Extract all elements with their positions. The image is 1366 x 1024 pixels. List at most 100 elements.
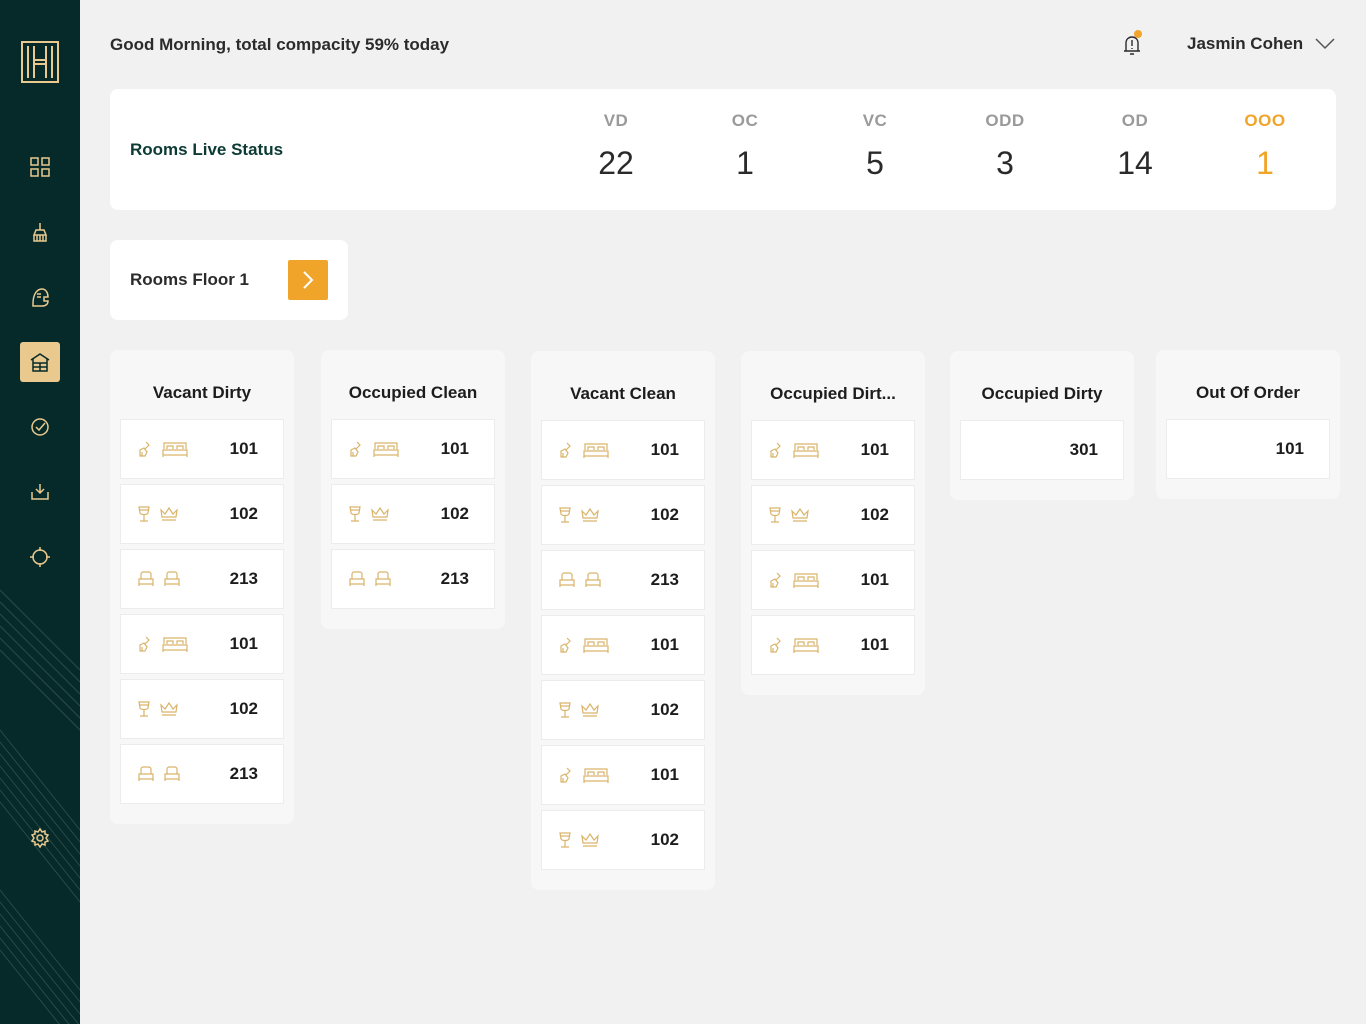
wine-glass-icon: [768, 506, 782, 524]
room-list: 101 102 101 101: [741, 410, 925, 675]
room-card[interactable]: 102: [541, 485, 705, 545]
wine-glass-icon: [558, 701, 572, 719]
room-column: Occupied Dirty 301: [950, 351, 1134, 500]
nav-dashboard[interactable]: [20, 147, 60, 187]
room-card[interactable]: 102: [331, 484, 495, 544]
room-number: 101: [229, 439, 258, 458]
room-number: 101: [1275, 439, 1304, 458]
crown-icon: [370, 506, 390, 522]
mop-icon: [137, 440, 153, 458]
room-number: 102: [860, 505, 889, 524]
stat-odd: ODD 3: [960, 111, 1050, 182]
wine-glass-icon: [348, 505, 362, 523]
sidebar-pattern: [0, 590, 80, 1024]
column-title: Occupied Dirty: [981, 384, 1103, 403]
room-icons: [768, 616, 820, 674]
mop-icon: [558, 636, 574, 654]
nav-settings[interactable]: [20, 818, 60, 858]
room-card[interactable]: 101: [751, 615, 915, 675]
next-floor-button[interactable]: [288, 260, 328, 300]
room-card[interactable]: 101: [751, 550, 915, 610]
room-card[interactable]: 102: [541, 680, 705, 740]
room-card[interactable]: 102: [541, 810, 705, 870]
room-number: 101: [860, 440, 889, 459]
nav-inbox[interactable]: [20, 472, 60, 512]
room-number: 101: [860, 570, 889, 589]
room-card[interactable]: 213: [120, 549, 284, 609]
nav-security[interactable]: [20, 277, 60, 317]
grid-icon: [30, 157, 50, 177]
chevron-down-icon: [1315, 38, 1335, 50]
notification-button[interactable]: [1120, 30, 1146, 58]
room-column: Occupied Clean 101 102 213: [321, 350, 505, 629]
room-card[interactable]: 101: [541, 420, 705, 480]
double-bed-icon: [372, 440, 400, 458]
nav-rooms[interactable]: [20, 342, 60, 382]
room-card[interactable]: 101: [120, 614, 284, 674]
room-card[interactable]: 101: [331, 419, 495, 479]
nav-tasks[interactable]: [20, 407, 60, 447]
gear-icon: [30, 827, 50, 849]
room-column: Occupied Dirt... 101 102 101 101: [741, 351, 925, 695]
room-icons: [558, 421, 610, 479]
user-menu[interactable]: Jasmin Cohen: [1187, 34, 1335, 54]
room-card[interactable]: 213: [331, 549, 495, 609]
single-bed-icon: [348, 571, 366, 587]
crown-icon: [580, 832, 600, 848]
room-column: Vacant Clean 101 102 213 101 102 101 102: [531, 351, 715, 890]
double-bed-icon: [161, 440, 189, 458]
room-card[interactable]: 101: [120, 419, 284, 479]
double-bed-icon: [161, 635, 189, 653]
room-card[interactable]: 102: [751, 485, 915, 545]
room-icons: [348, 550, 392, 608]
single-bed-icon: [374, 571, 392, 587]
room-list: 101 102 213 101 102 213: [110, 409, 294, 804]
double-bed-icon: [792, 636, 820, 654]
room-card[interactable]: 213: [120, 744, 284, 804]
single-bed-icon: [163, 571, 181, 587]
room-card[interactable]: 102: [120, 484, 284, 544]
room-icons: [558, 746, 610, 804]
sidebar: [0, 0, 80, 1024]
column-title: Vacant Clean: [570, 384, 676, 403]
broom-icon: [32, 223, 48, 242]
room-number: 213: [229, 569, 258, 588]
stat-od: OD 14: [1090, 111, 1180, 182]
room-number: 101: [229, 634, 258, 653]
crown-icon: [159, 701, 179, 717]
tray-download-icon: [31, 484, 49, 500]
room-card[interactable]: 301: [960, 420, 1124, 480]
room-list: 101: [1156, 409, 1340, 479]
nav-housekeeping[interactable]: [20, 212, 60, 252]
room-card[interactable]: 213: [541, 550, 705, 610]
room-icons: [768, 486, 810, 544]
room-card[interactable]: 101: [541, 615, 705, 675]
room-number: 213: [440, 569, 469, 588]
room-card[interactable]: 101: [1166, 419, 1330, 479]
hotel-logo-icon[interactable]: [20, 40, 60, 84]
knight-helmet-icon: [32, 288, 49, 307]
single-bed-icon: [137, 571, 155, 587]
stat-value: 1: [1256, 145, 1274, 181]
wine-glass-icon: [137, 700, 151, 718]
notification-dot: [1134, 30, 1142, 38]
crosshair-icon: [30, 547, 50, 567]
stat-value: 5: [866, 145, 884, 181]
nav-target[interactable]: [20, 537, 60, 577]
room-icons: [768, 421, 820, 479]
crown-icon: [580, 702, 600, 718]
room-icons: [137, 680, 179, 738]
wine-glass-icon: [558, 506, 572, 524]
room-number: 102: [440, 504, 469, 523]
room-icons: [348, 485, 390, 543]
room-list: 301: [950, 410, 1134, 480]
room-card[interactable]: 101: [541, 745, 705, 805]
single-bed-icon: [558, 572, 576, 588]
room-icons: [137, 615, 189, 673]
mop-icon: [558, 441, 574, 459]
double-bed-icon: [792, 441, 820, 459]
room-card[interactable]: 101: [751, 420, 915, 480]
stat-label: OOO: [1244, 111, 1286, 130]
chevron-right-icon: [303, 271, 314, 289]
room-card[interactable]: 102: [120, 679, 284, 739]
